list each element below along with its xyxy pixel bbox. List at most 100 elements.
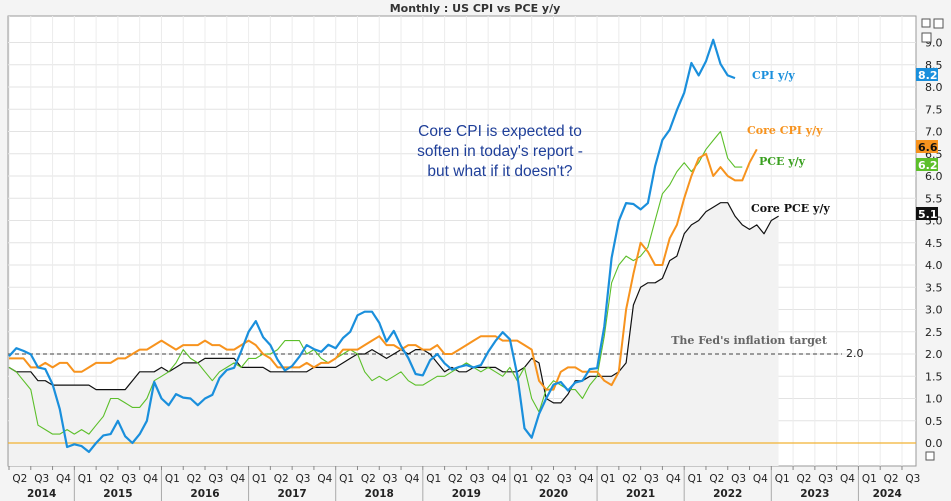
y-tick-label: 0.0: [925, 437, 943, 450]
x-tick-label-quarter: Q3: [470, 473, 485, 485]
x-tick-label-quarter: Q4: [317, 473, 332, 485]
x-tick-label-quarter: Q1: [252, 473, 267, 485]
x-tick-label-year: 2014: [27, 488, 56, 500]
x-tick-label-quarter: Q3: [296, 473, 311, 485]
x-tick-label-quarter: Q4: [666, 473, 681, 485]
x-tick-label-year: 2015: [103, 488, 132, 500]
x-tick-label-quarter: Q3: [905, 473, 920, 485]
x-tick-label-year: 2024: [873, 488, 902, 500]
x-tick-label-quarter: Q3: [208, 473, 223, 485]
x-tick-label-quarter: Q3: [557, 473, 572, 485]
x-tick-label-quarter: Q1: [688, 473, 703, 485]
x-tick-label-quarter: Q4: [230, 473, 245, 485]
x-tick-label-quarter: Q1: [339, 473, 354, 485]
x-tick-label-year: 2023: [800, 488, 829, 500]
series-line-cpi-y-y: [8, 38, 736, 453]
annotation-line-1: Core CPI is expected to: [418, 123, 582, 140]
x-tick-label-quarter: Q3: [818, 473, 833, 485]
x-tick-label-quarter: Q3: [34, 473, 49, 485]
annotation: Core CPI is expected to soften in today'…: [417, 123, 583, 180]
x-tick-label-quarter: Q4: [840, 473, 855, 485]
x-tick-label-quarter: Q1: [862, 473, 877, 485]
x-tick-label-quarter: Q3: [383, 473, 398, 485]
x-tick-label-quarter: Q3: [731, 473, 746, 485]
x-tick-label-quarter: Q2: [448, 473, 463, 485]
last-value-badge-pce: 6.2: [916, 158, 938, 172]
x-tick-label-quarter: Q1: [513, 473, 528, 485]
maximize-icon[interactable]: [933, 18, 944, 29]
axis-ticks: 0.00.51.01.52.02.53.03.54.04.55.05.56.06…: [8, 37, 943, 501]
last-value-cpi: 8.2: [918, 69, 938, 82]
axis-toggle-icon[interactable]: [925, 451, 935, 461]
series-line-core-cpi-y-y: [9, 148, 758, 391]
x-tick-label-year: 2019: [452, 488, 481, 500]
x-tick-label-quarter: Q1: [165, 473, 180, 485]
series-label-core-pce: Core PCE y/y: [751, 202, 830, 215]
series-lines: [8, 38, 779, 453]
annotation-line-2: soften in today's report -: [417, 143, 583, 160]
x-tick-label-quarter: Q4: [56, 473, 71, 485]
annotation-line-3: but what if it doesn't?: [427, 163, 573, 180]
x-tick-label-quarter: Q2: [796, 473, 811, 485]
x-tick-label-quarter: Q4: [404, 473, 419, 485]
series-label-pce: PCE y/y: [759, 155, 806, 168]
y-tick-label: 1.5: [925, 370, 943, 383]
y-tick-label: 5.5: [925, 192, 943, 205]
x-tick-label-quarter: Q1: [426, 473, 441, 485]
x-tick-label-year: 2020: [539, 488, 568, 500]
last-value-badge-core-pce: 5.1: [916, 207, 938, 221]
x-tick-label-quarter: Q2: [622, 473, 637, 485]
x-tick-label-quarter: Q1: [78, 473, 93, 485]
core-pce-area: [9, 202, 779, 466]
last-value-core-cpi: 6.6: [918, 141, 938, 154]
x-tick-label-quarter: Q1: [600, 473, 615, 485]
last-value-core-pce: 5.1: [918, 208, 938, 221]
x-tick-label-quarter: Q2: [709, 473, 724, 485]
x-tick-label-quarter: Q2: [12, 473, 27, 485]
y-tick-label: 7.0: [925, 126, 943, 139]
x-tick-label-year: 2016: [190, 488, 219, 500]
x-tick-label-quarter: Q4: [753, 473, 768, 485]
x-tick-label-year: 2021: [626, 488, 655, 500]
x-tick-label-quarter: Q2: [884, 473, 899, 485]
y-tick-label: 6.0: [925, 170, 943, 183]
y-tick-label: 2.5: [925, 326, 943, 339]
x-tick-label-quarter: Q2: [100, 473, 115, 485]
last-value-badge-cpi: 8.2: [916, 68, 938, 82]
x-tick-label-quarter: Q2: [361, 473, 376, 485]
x-tick-label-quarter: Q2: [535, 473, 550, 485]
x-tick-label-quarter: Q4: [492, 473, 507, 485]
y-tick-label: 8.0: [925, 81, 943, 94]
x-tick-label-quarter: Q2: [274, 473, 289, 485]
series-label-cpi: CPI y/y: [752, 69, 795, 82]
y-tick-label: 2.0: [925, 348, 943, 361]
target-label: The Fed's inflation target: [671, 334, 828, 347]
y-tick-label: 3.5: [925, 281, 943, 294]
window-buttons[interactable]: [921, 18, 944, 461]
y-tick-label: 3.0: [925, 304, 943, 317]
x-tick-label-quarter: Q2: [187, 473, 202, 485]
settings-icon[interactable]: [921, 32, 932, 43]
y-tick-label: 7.5: [925, 103, 943, 116]
x-tick-label-year: 2022: [713, 488, 742, 500]
x-tick-label-year: 2018: [365, 488, 394, 500]
series-label-core-cpi: Core CPI y/y: [747, 124, 823, 137]
x-tick-label-quarter: Q4: [579, 473, 594, 485]
restore-icon[interactable]: [921, 18, 931, 28]
target-tick-label: 2.0: [846, 347, 864, 360]
shaded-area: [9, 202, 779, 466]
y-tick-label: 1.0: [925, 393, 943, 406]
y-tick-label: 4.5: [925, 237, 943, 250]
series-line-core-pce-y-y: [8, 202, 779, 404]
series-line-pce-y-y: [8, 130, 743, 435]
x-tick-label-quarter: Q3: [121, 473, 136, 485]
last-value-badge-core-cpi: 6.6: [916, 140, 938, 154]
y-tick-label: 4.0: [925, 259, 943, 272]
last-value-pce: 6.2: [918, 159, 938, 172]
x-tick-label-quarter: Q3: [644, 473, 659, 485]
x-tick-label-quarter: Q4: [143, 473, 158, 485]
y-tick-label: 0.5: [925, 415, 943, 428]
x-tick-label-quarter: Q1: [775, 473, 790, 485]
x-tick-label-year: 2017: [278, 488, 307, 500]
